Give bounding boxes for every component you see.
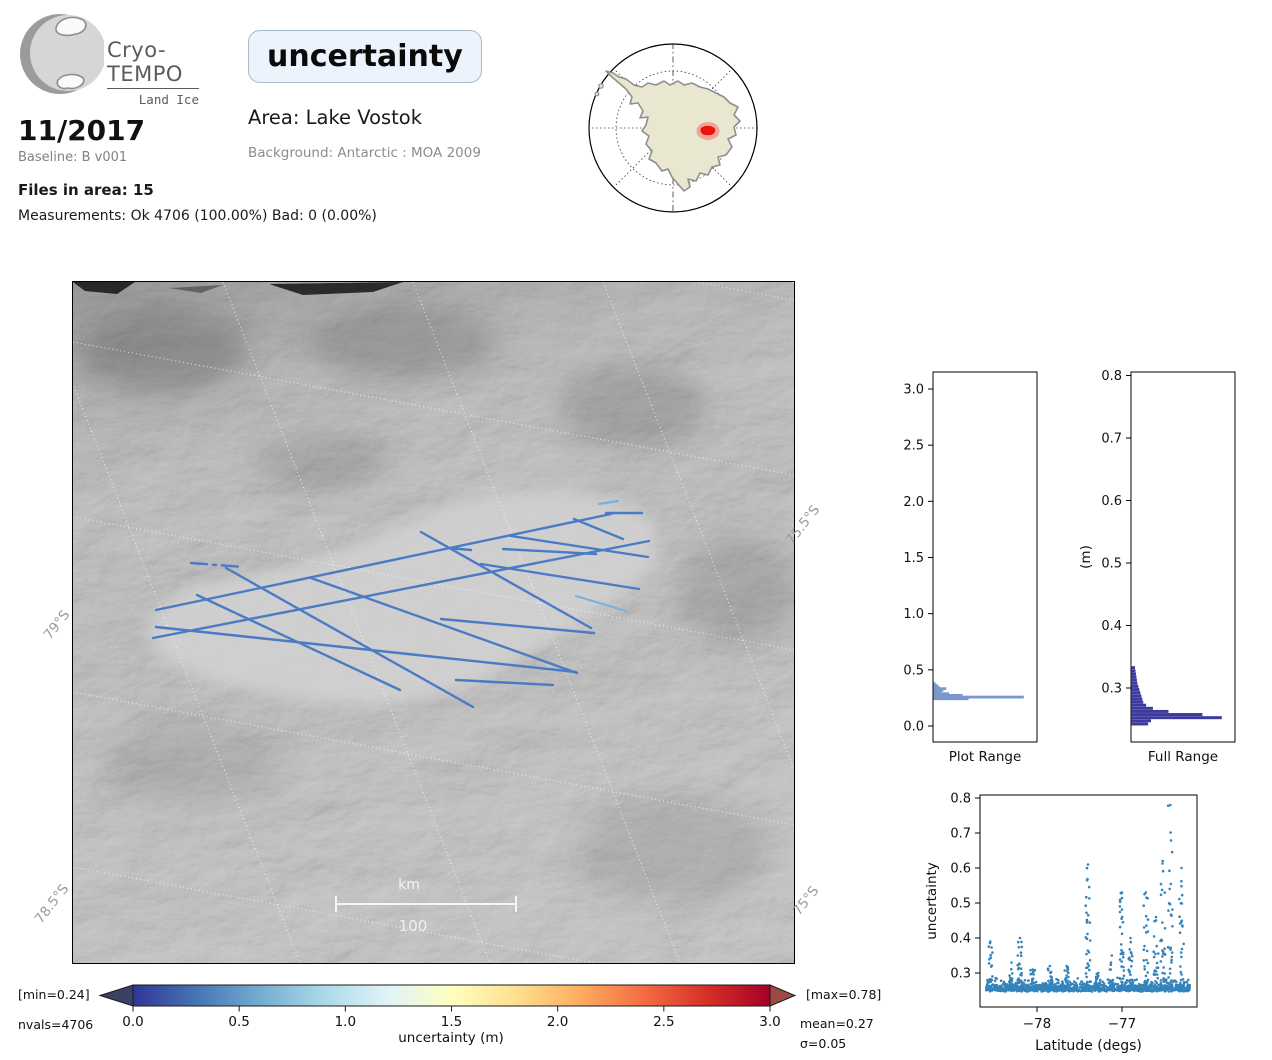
svg-text:0.0: 0.0 <box>122 1014 143 1030</box>
ground-tracks <box>151 499 651 709</box>
axes: 3.0 2.5 2.0 1.5 1.0 0.5 0.0 <box>903 371 1038 743</box>
svg-text:0.5: 0.5 <box>903 663 924 678</box>
colorbar-max-label: [max=0.78] <box>806 987 882 1002</box>
svg-text:0.5: 0.5 <box>950 897 971 912</box>
uncertainty-vs-latitude-scatter: 0.8 0.7 0.6 0.5 0.4 0.3 −78 −77 Latitude (degs) u… <box>924 792 1198 1054</box>
colorbar: 0.0 0.5 1.0 1.5 2.0 2.5 3.0 <box>98 984 797 1030</box>
colorbar-under-arrow <box>98 984 134 1007</box>
svg-text:1.5: 1.5 <box>441 1014 462 1030</box>
map-latitude-label: 78.5°S <box>31 881 73 927</box>
svg-text:0.5: 0.5 <box>228 1014 249 1030</box>
cryo-tempo-logo-icon <box>20 14 104 94</box>
svg-text:0.3: 0.3 <box>1101 682 1122 697</box>
colorbar-sigma-label: σ=0.05 <box>800 1036 847 1051</box>
svg-text:Latitude (degs): Latitude (degs) <box>1035 1038 1142 1054</box>
scale-bar: km 100 <box>335 877 517 935</box>
map-top-edge-shadows <box>73 282 403 295</box>
background-source: Background: Antarctic : MOA 2009 <box>248 145 481 161</box>
svg-text:3.0: 3.0 <box>759 1014 780 1030</box>
svg-text:1.5: 1.5 <box>903 551 924 566</box>
colorbar-mean-label: mean=0.27 <box>800 1016 874 1031</box>
svg-text:2.0: 2.0 <box>903 495 924 510</box>
axes: 0.8 0.7 0.6 0.5 0.4 0.3 <box>1101 369 1236 743</box>
full-range-histogram: 0.8 0.7 0.6 0.5 0.4 0.3 Full Range (m) <box>1080 369 1236 765</box>
uncertainty-badge[interactable]: uncertainty <box>248 30 482 83</box>
brand-subtitle: Land Ice <box>138 92 199 107</box>
svg-text:Full Range: Full Range <box>1148 749 1218 765</box>
svg-text:km: km <box>398 877 420 893</box>
svg-text:0.0: 0.0 <box>903 720 924 735</box>
brand-rule <box>107 88 199 89</box>
terrain-dark-patches <box>78 306 798 907</box>
svg-text:1.0: 1.0 <box>335 1014 356 1030</box>
scatter-axes: 0.8 0.7 0.6 0.5 0.4 0.3 −78 −77 <box>950 792 1198 1032</box>
brand-name: Cryo-TEMPO <box>107 38 183 86</box>
svg-text:2.5: 2.5 <box>903 439 924 454</box>
colorbar-axis-label: uncertainty (m) <box>398 1030 504 1046</box>
map-canvas: km 100 <box>32 166 1061 1001</box>
island <box>594 91 600 97</box>
colorbar-over-arrow <box>769 984 797 1007</box>
svg-text:0.6: 0.6 <box>950 862 971 877</box>
svg-text:2.5: 2.5 <box>653 1014 674 1030</box>
colorbar-nvals-label: nvals=4706 <box>18 1017 94 1032</box>
baseline-version: Baseline: B v001 <box>18 150 128 165</box>
histogram-bars <box>1131 666 1222 726</box>
plot-range-histogram: 3.0 2.5 2.0 1.5 1.0 0.5 0.0 Plot Range <box>903 371 1038 765</box>
svg-text:0.5: 0.5 <box>1101 557 1122 572</box>
histogram-bars <box>933 682 1024 701</box>
svg-text:0.7: 0.7 <box>950 827 971 842</box>
lake-surface <box>145 490 658 705</box>
svg-text:0.4: 0.4 <box>950 932 971 947</box>
lake-vostok-map: km 100 <box>32 166 1061 1001</box>
colorbar-ticks: 0.0 0.5 1.0 1.5 2.0 2.5 3.0 <box>122 1006 781 1030</box>
svg-text:0.8: 0.8 <box>1101 369 1122 384</box>
measurements-summary: Measurements: Ok 4706 (100.00%) Bad: 0 (… <box>18 208 377 224</box>
antarctica-outline <box>605 70 741 192</box>
files-in-area: Files in area: 15 <box>18 181 154 199</box>
area-title: Area: Lake Vostok <box>248 106 423 129</box>
svg-text:(m): (m) <box>1080 545 1094 569</box>
svg-text:−77: −77 <box>1108 1016 1137 1032</box>
colorbar-gradient <box>132 984 771 1007</box>
svg-text:−78: −78 <box>1023 1016 1052 1032</box>
svg-text:0.8: 0.8 <box>950 792 971 807</box>
svg-text:2.0: 2.0 <box>547 1014 568 1030</box>
svg-text:0.3: 0.3 <box>950 967 971 982</box>
svg-text:1.0: 1.0 <box>903 607 924 622</box>
svg-text:0.4: 0.4 <box>1101 619 1122 634</box>
island <box>598 83 604 89</box>
svg-text:0.7: 0.7 <box>1101 432 1122 447</box>
scatter-points <box>984 803 1191 993</box>
svg-text:0.6: 0.6 <box>1101 494 1122 509</box>
area-marker-icon <box>700 125 716 136</box>
antarctica-locator-globe <box>588 43 758 213</box>
svg-text:uncertainty: uncertainty <box>924 862 940 940</box>
colorbar-min-label: [min=0.24] <box>18 987 90 1002</box>
report-date: 11/2017 <box>18 114 146 147</box>
svg-text:3.0: 3.0 <box>903 383 924 398</box>
brand-block: Cryo-TEMPO Land Ice <box>107 38 199 107</box>
svg-text:Plot Range: Plot Range <box>949 749 1022 765</box>
svg-text:100: 100 <box>399 917 428 935</box>
